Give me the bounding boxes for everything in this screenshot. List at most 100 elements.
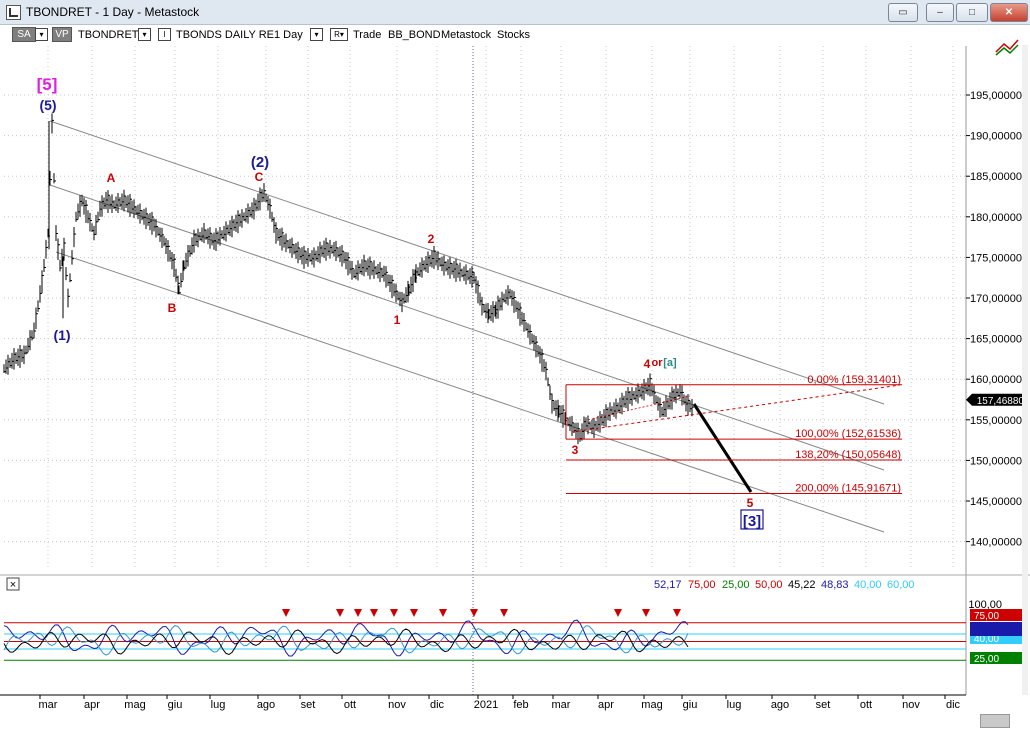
channel-line [49, 120, 885, 405]
last-price-label: 157,46880 [977, 396, 1025, 407]
fibonacci-levels: 0,00% (159,31401) 100,00% (152,61536) 138,… [565, 374, 902, 495]
time-tick-label: mag [641, 699, 662, 711]
sell-arrow-icon [390, 609, 398, 617]
sell-arrow-icon [500, 609, 508, 617]
indicator-badge-label: 25,00 [974, 654, 999, 665]
period-label[interactable]: 1 Day [274, 29, 303, 41]
r-label: R [334, 30, 340, 39]
price-axis: 195,00000 190,00000 185,00000 180,00000 175,… [966, 39, 1026, 549]
price-tick-label: 160,00000 [970, 374, 1022, 386]
chart-style-icon [995, 44, 1019, 56]
time-tick-label: giu [683, 699, 698, 711]
sell-arrow-icon [439, 609, 447, 617]
close-pane-glyph: × [10, 579, 16, 591]
wave-label: A [107, 171, 116, 185]
sell-arrow-icon [282, 609, 290, 617]
indicator-pane: × 52,17 75,00 25,00 50,00 45,22 48,83 40,00 60,0… [0, 574, 1030, 665]
type-label: Stocks [497, 29, 531, 41]
time-tick-label: feb [513, 699, 528, 711]
wave-label: C [255, 170, 264, 184]
triangle-line [571, 384, 901, 433]
time-tick-label: dic [430, 699, 445, 711]
sell-arrow-icon [470, 609, 478, 617]
wave-label: 4 [644, 357, 651, 371]
chart-toolbar: SA ▾ VP TBONDRET ▾ I TBONDS DAILY RE 1 D… [0, 25, 1030, 45]
vp-button[interactable]: VP [52, 27, 72, 42]
fib-label: 100,00% (152,61536) [795, 428, 901, 440]
r-button[interactable]: R▾ [330, 28, 348, 41]
indicator-badge-label: 40,00 [974, 634, 999, 645]
indicator-value: 75,00 [688, 579, 716, 591]
indicator-value: 48,83 [821, 579, 849, 591]
wave-label: B [168, 301, 177, 315]
wave-labels: [5] (5) (1) A B (2)C 2 1 4 or [a] 3 5 [3] [37, 75, 764, 530]
price-tick-label: 185,00000 [970, 171, 1022, 183]
sell-arrow-icon [336, 609, 344, 617]
wave-label: [5] [37, 75, 58, 94]
indicator-value: 25,00 [722, 579, 750, 591]
trade-label[interactable]: Trade [353, 29, 382, 41]
time-axis: mar apr mag giu lug ago set ott nov dic 2021 feb mar… [0, 694, 966, 711]
security-name: TBONDS DAILY RE [176, 29, 275, 41]
wave-box [740, 509, 764, 530]
time-tick-label: 2021 [474, 699, 498, 711]
time-tick-label: dic [946, 699, 961, 711]
indicator-badge [970, 609, 1024, 621]
time-tick-label: ott [860, 699, 872, 711]
sell-arrow-icon [410, 609, 418, 617]
wave-label: 1 [394, 313, 401, 327]
indicator-badge-label: 75,00 [974, 611, 999, 622]
sa-button[interactable]: SA [12, 27, 36, 42]
wave-label: (1) [53, 327, 70, 343]
channel-line [49, 184, 885, 471]
time-tick-label: apr [598, 699, 614, 711]
period-dropdown-icon[interactable]: ▾ [310, 28, 323, 41]
oscillator-smooth-line [3, 628, 689, 656]
wave-label: [a] [663, 357, 677, 369]
time-tick-label: lug [211, 699, 226, 711]
time-tick-label: lug [727, 699, 742, 711]
oscillator-signal-line [3, 625, 689, 656]
minimize-button[interactable]: – [926, 3, 954, 22]
last-price-marker [966, 393, 1026, 406]
time-tick-label: nov [388, 699, 406, 711]
i-button[interactable]: I [158, 28, 171, 41]
indicator-value: 52,17 [654, 579, 682, 591]
wave-label: 5 [747, 496, 754, 510]
indicator-badge-extra [970, 622, 1024, 636]
time-tick-label: mar [39, 699, 58, 711]
symbol-label[interactable]: TBONDRET [78, 29, 139, 41]
price-tick-label: 170,00000 [970, 293, 1022, 305]
restore-child-button[interactable]: ▭ [888, 3, 918, 22]
indicator-value: 45,22 [788, 579, 816, 591]
wave-label: or [652, 357, 664, 369]
close-button[interactable]: ✕ [990, 3, 1028, 22]
time-tick-label: set [816, 699, 831, 711]
price-tick-label: 150,00000 [970, 455, 1022, 467]
window-title: TBONDRET - 1 Day - Metastock [26, 5, 200, 19]
wave-label: 2 [428, 232, 435, 246]
wave-label: 3 [572, 443, 579, 457]
indicator-badge [970, 652, 1024, 664]
sa-dropdown-icon[interactable]: ▾ [35, 28, 48, 41]
projection-line [692, 403, 753, 493]
sell-arrow-icon [354, 609, 362, 617]
horizontal-scrollbar[interactable] [980, 714, 1010, 728]
sell-arrow-icon [642, 609, 650, 617]
sell-arrow-icon [370, 609, 378, 617]
right-scroll-strip[interactable] [1022, 45, 1028, 695]
price-tick-label: 195,00000 [970, 90, 1022, 102]
app-icon [6, 5, 21, 20]
time-tick-label: ott [344, 699, 356, 711]
wave-label: (2) [251, 154, 269, 171]
time-tick-label: mar [552, 699, 571, 711]
time-tick-label: mag [124, 699, 145, 711]
fib-label: 200,00% (145,91671) [795, 483, 901, 495]
channel-line [55, 251, 885, 533]
price-tick-label: 155,00000 [970, 415, 1022, 427]
sell-arrow-icon [614, 609, 622, 617]
maximize-button[interactable]: □ [956, 3, 988, 22]
fib-label: 0,00% (159,31401) [807, 374, 901, 386]
symbol-dropdown-icon[interactable]: ▾ [138, 28, 151, 41]
